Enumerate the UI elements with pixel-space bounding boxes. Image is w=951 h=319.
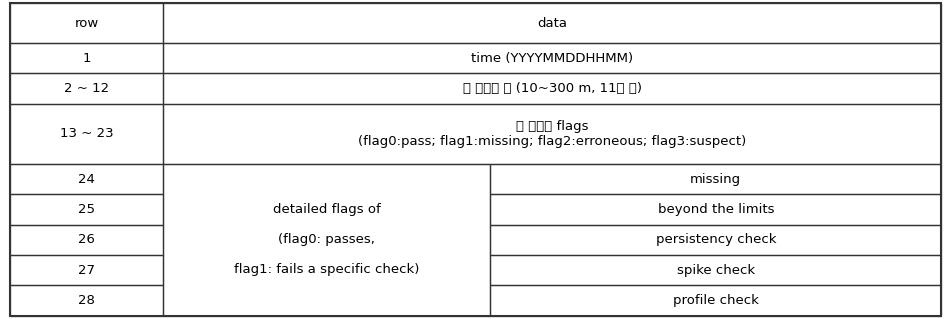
Bar [10,104,164,164]
Bar [490,255,941,286]
Text: 27: 27 [78,264,95,277]
Bar [164,3,941,43]
Text: 28: 28 [78,294,95,307]
Text: 13 ~ 23: 13 ~ 23 [60,127,113,140]
Bar [10,255,164,286]
Bar [164,43,941,73]
Bar [10,3,164,43]
Bar [10,73,164,104]
Bar [10,43,164,73]
Bar [10,194,164,225]
Text: row: row [74,17,99,30]
Bar [10,164,164,194]
Bar [490,194,941,225]
Text: missing: missing [690,173,742,186]
Bar [164,104,941,164]
Bar [10,225,164,255]
Text: 각 고도별 값 (10~300 m, 11개 층): 각 고도별 값 (10~300 m, 11개 층) [463,82,642,95]
Text: persistency check: persistency check [655,234,776,246]
Bar [10,286,164,316]
Bar [490,286,941,316]
Text: 각 고도별 flags
(flag0:pass; flag1:missing; flag2:erroneous; flag3:suspect): 각 고도별 flags (flag0:pass; flag1:missing; … [359,120,747,148]
Text: beyond the limits: beyond the limits [657,203,774,216]
Text: time (YYYYMMDDHHMM): time (YYYYMMDDHHMM) [472,52,633,64]
Text: 2 ~ 12: 2 ~ 12 [64,82,109,95]
Bar [164,73,941,104]
Text: spike check: spike check [677,264,755,277]
Bar [490,225,941,255]
Bar [164,164,490,316]
Bar [490,164,941,194]
Text: 24: 24 [78,173,95,186]
Text: profile check: profile check [673,294,759,307]
Text: data: data [537,17,568,30]
Text: detailed flags of

(flag0: passes,

flag1: fails a specific check): detailed flags of (flag0: passes, flag1:… [234,204,419,276]
Text: 26: 26 [78,234,95,246]
Text: 1: 1 [82,52,90,64]
Text: 25: 25 [78,203,95,216]
